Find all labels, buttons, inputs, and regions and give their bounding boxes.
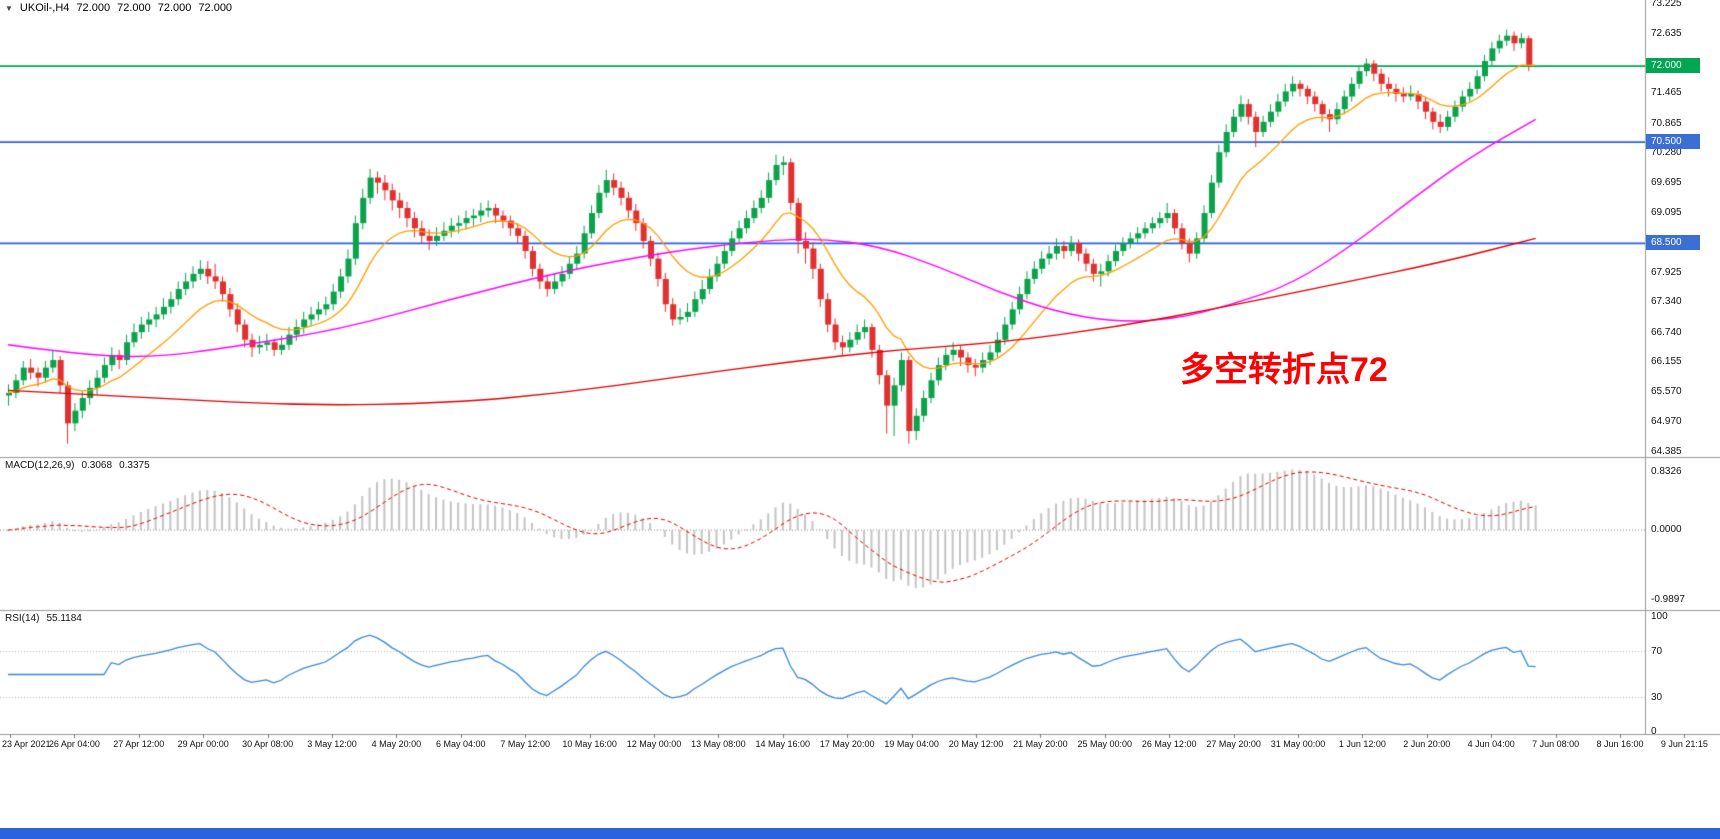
price-axis-label: 66.155 xyxy=(1651,356,1682,368)
macd-axis-label: -0.9897 xyxy=(1651,593,1685,605)
close-value: 72.000 xyxy=(198,2,233,14)
symbol-timeframe-label: UKOil-,H4 xyxy=(19,2,70,14)
macd-indicator-label: MACD(12,26,9) 0.3068 0.3375 xyxy=(5,460,150,471)
time-axis-label: 26 May 12:00 xyxy=(1141,739,1197,749)
taskbar-strip[interactable] xyxy=(0,828,1720,839)
time-axis-label: 2 Jun 20:00 xyxy=(1403,739,1451,749)
time-axis-label: 9 Jun 21:15 xyxy=(1660,739,1708,749)
price-axis-label: 65.570 xyxy=(1651,385,1682,397)
time-axis-label: 19 May 04:00 xyxy=(884,739,939,749)
price-axis-label: 66.740 xyxy=(1651,326,1682,338)
high-value: 72.000 xyxy=(117,2,151,14)
rsi-axis-label: 30 xyxy=(1651,691,1663,703)
time-axis-label: 27 Apr 12:00 xyxy=(113,739,165,749)
macd-axis-label: 0.8326 xyxy=(1651,465,1682,477)
time-axis-label: 17 May 20:00 xyxy=(819,739,875,749)
rsi-axis-label: 100 xyxy=(1651,611,1668,622)
time-axis-label: 6 May 04:00 xyxy=(436,739,486,749)
price-level-tag: 70.500 xyxy=(1646,134,1700,150)
time-axis-label: 4 Jun 04:00 xyxy=(1467,739,1515,749)
time-axis-label: 23 Apr 2021 xyxy=(2,739,51,749)
price-axis-label: 71.465 xyxy=(1651,87,1682,99)
macd-name: MACD(12,26,9) xyxy=(5,460,75,471)
price-axis-label: 67.925 xyxy=(1651,266,1682,278)
price-axis-label: 69.095 xyxy=(1651,207,1682,219)
open-value: 72.000 xyxy=(76,2,111,14)
price-axis-label: 67.340 xyxy=(1651,296,1682,308)
symbol-ohlc-info: ▼ UKOil-,H4 72.000 72.000 72.000 72.000 xyxy=(5,2,232,14)
chart-text-annotation[interactable]: 多空转折点72 xyxy=(1180,351,1388,389)
time-axis-label: 1 Jun 12:00 xyxy=(1338,739,1386,749)
macd-axis-label: 0.0000 xyxy=(1651,524,1682,536)
price-axis-label: 69.695 xyxy=(1651,176,1682,188)
time-axis-label: 3 May 12:00 xyxy=(307,739,357,749)
macd-signal-value: 0.3375 xyxy=(119,460,150,471)
rsi-indicator-label: RSI(14) 55.1184 xyxy=(5,613,82,624)
time-axis-label: 25 May 00:00 xyxy=(1077,739,1133,749)
time-axis-label: 27 May 20:00 xyxy=(1206,739,1261,749)
price-axis-label: 72.635 xyxy=(1651,27,1682,39)
time-axis-label: 29 Apr 00:00 xyxy=(177,739,229,749)
time-axis-label: 4 May 20:00 xyxy=(371,739,422,749)
price-axis-label: 64.970 xyxy=(1651,416,1682,428)
time-axis-label: 7 May 12:00 xyxy=(500,739,550,749)
low-value: 72.000 xyxy=(157,2,192,14)
time-axis-label: 8 Jun 16:00 xyxy=(1596,739,1644,749)
time-axis-label: 21 May 20:00 xyxy=(1013,739,1068,749)
time-axis-label: 14 May 16:00 xyxy=(755,739,811,749)
time-axis-label: 31 May 00:00 xyxy=(1270,739,1326,749)
price-axis-label: 73.225 xyxy=(1651,0,1682,9)
rsi-value: 55.1184 xyxy=(46,613,82,624)
price-axis-label: 70.865 xyxy=(1651,117,1682,129)
time-axis-label: 7 Jun 08:00 xyxy=(1532,739,1580,749)
price-axis-label: 70.280 xyxy=(1651,147,1682,159)
price-level-tag: 72.000 xyxy=(1646,58,1700,74)
time-axis-label: 10 May 16:00 xyxy=(562,739,617,749)
macd-value: 0.3068 xyxy=(81,460,113,471)
price-level-tag: 68.500 xyxy=(1646,235,1700,251)
rsi-name: RSI(14) xyxy=(5,613,40,624)
rsi-axis-label: 0 xyxy=(1651,726,1657,737)
time-axis-label: 30 Apr 08:00 xyxy=(242,739,294,749)
price-axis-label: 64.385 xyxy=(1651,446,1682,457)
chart-marker-icon: ▼ xyxy=(5,3,13,13)
rsi-axis-label: 70 xyxy=(1651,645,1663,657)
time-axis-label: 20 May 12:00 xyxy=(948,739,1004,749)
time-axis-label: 12 May 00:00 xyxy=(626,739,682,749)
time-axis-label: 26 Apr 04:00 xyxy=(48,739,100,749)
time-axis-label: 13 May 08:00 xyxy=(691,739,746,749)
